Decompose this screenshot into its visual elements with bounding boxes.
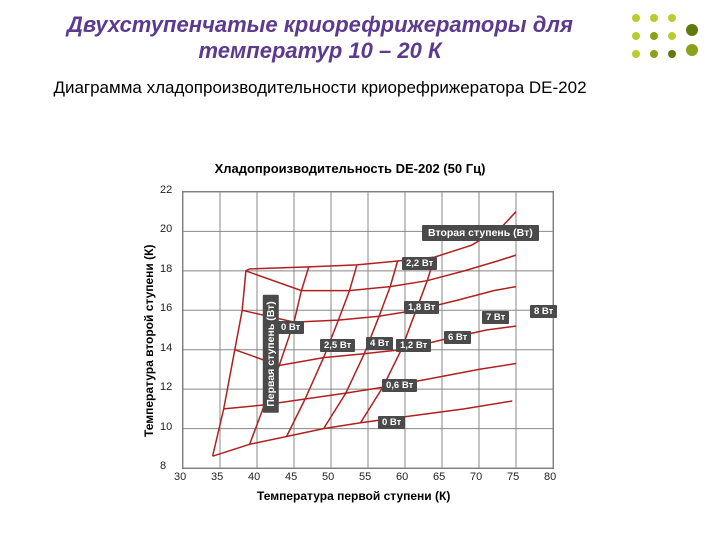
- x-tick: 55: [359, 471, 371, 483]
- chart-badge: 6 Вт: [444, 331, 471, 344]
- x-tick: 40: [248, 471, 260, 483]
- x-tick: 60: [396, 471, 408, 483]
- x-axis-label: Температура первой ступени (К): [257, 489, 450, 503]
- chart-title: Хладопроизводительность DE-202 (50 Гц): [120, 161, 580, 176]
- chart-badge: 2,2 Вт: [402, 257, 437, 270]
- chart-badge: 1,8 Вт: [404, 301, 439, 314]
- x-tick: 35: [211, 471, 223, 483]
- y-axis-label: Температура второй ступени (К): [142, 245, 156, 437]
- x-tick: 70: [470, 471, 482, 483]
- curve: [246, 255, 516, 291]
- y-tick: 20: [160, 223, 172, 235]
- y-tick: 18: [160, 263, 172, 275]
- y-tick: 14: [160, 342, 172, 354]
- chart-badge: 0,6 Вт: [382, 379, 417, 392]
- chart-badge: Вторая ступень (Вт): [422, 225, 539, 241]
- first-stage-header: Первая ступень (Вт): [263, 295, 279, 413]
- chart-badge: 1,2 Вт: [396, 339, 431, 352]
- chart-badge: 8 Вт: [530, 305, 557, 318]
- chart-badge: 7 Вт: [482, 311, 509, 324]
- y-tick: 12: [160, 381, 172, 393]
- chart-badge: 4 Вт: [366, 337, 393, 350]
- y-tick: 8: [160, 460, 166, 472]
- chart-badge: 2,5 Вт: [320, 339, 355, 352]
- x-tick: 75: [507, 471, 519, 483]
- slide-subtitle: Диаграмма хладопроизводительности криоре…: [0, 78, 640, 98]
- x-tick: 65: [433, 471, 445, 483]
- curve: [250, 267, 309, 444]
- y-tick: 22: [160, 184, 172, 196]
- decor-dots: [632, 14, 702, 84]
- x-tick: 50: [322, 471, 334, 483]
- slide-title: Двухступенчатые криорефрижераторы для те…: [0, 12, 640, 64]
- y-tick: 16: [160, 302, 172, 314]
- chart-badge: 0 Вт: [378, 416, 405, 429]
- chart-badge: 0 Вт: [277, 321, 304, 334]
- x-tick: 45: [285, 471, 297, 483]
- x-tick: 30: [174, 471, 186, 483]
- x-tick: 80: [544, 471, 556, 483]
- cooling-chart: Хладопроизводительность DE-202 (50 Гц) 3…: [120, 155, 580, 515]
- y-tick: 10: [160, 421, 172, 433]
